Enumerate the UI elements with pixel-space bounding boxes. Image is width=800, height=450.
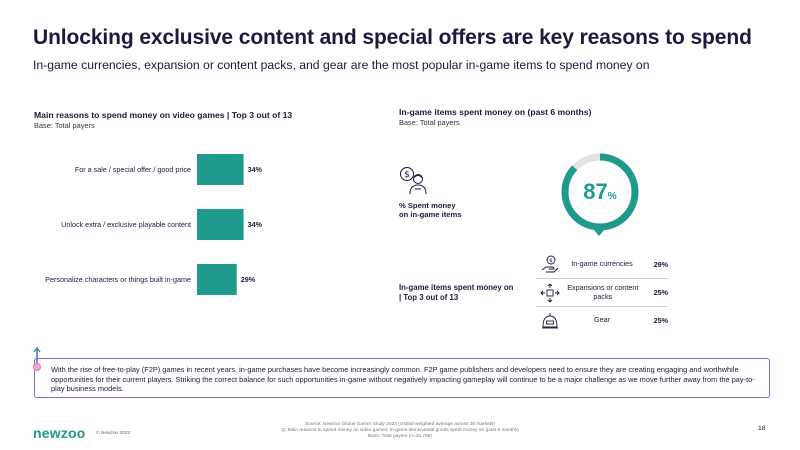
item-row: Expansions or content packs 25% xyxy=(536,278,668,306)
bar-chart-base: Base: Total payers xyxy=(34,121,95,130)
svg-text:$: $ xyxy=(404,170,410,180)
items-label-line1: In-game items spent money on xyxy=(399,283,514,292)
item-name: Expansions or content packs xyxy=(567,283,639,301)
item-value: 25% xyxy=(653,316,668,325)
spent-label-line2: on in-game items xyxy=(399,210,462,219)
spent-donut: 87% xyxy=(558,150,642,234)
donut-value: 87% xyxy=(558,150,642,234)
item-row: Gear 25% xyxy=(536,306,668,334)
items-table: $ In-game currencies 29% Expansions or c… xyxy=(536,250,668,334)
donut-arc xyxy=(561,153,639,231)
down-arrow-icon xyxy=(594,230,604,236)
bar xyxy=(197,154,244,185)
source-line: Base: Total payers (n=32,796) xyxy=(367,434,433,440)
bar-category-label: Personalize characters or things built i… xyxy=(45,275,191,284)
item-name: In-game currencies xyxy=(571,258,633,268)
bar-category-label: For a sale / special offer / good price xyxy=(75,165,191,174)
item-row: $ In-game currencies 29% xyxy=(536,250,668,278)
items-chart-title: In-game items spent money on (past 6 mon… xyxy=(399,107,592,117)
insight-text: With the rise of free-to-play (F2P) game… xyxy=(51,365,755,394)
page-number: 18 xyxy=(758,425,766,432)
items-list-label: In-game items spent money on | Top 3 out… xyxy=(399,283,513,302)
bar-value-label: 34% xyxy=(248,165,263,174)
spent-label-line1: % Spent money xyxy=(399,201,456,210)
coin-hand-icon: $ xyxy=(541,255,559,273)
bar-value-label: 34% xyxy=(248,220,263,229)
bar-chart-title: Main reasons to spend money on video gam… xyxy=(34,110,293,120)
bar-value-label: 29% xyxy=(241,275,256,284)
bar xyxy=(197,264,237,295)
spent-money-label: % Spent money on in-game items xyxy=(399,201,461,219)
items-chart-base: Base: Total payers xyxy=(399,118,460,127)
expansion-pack-icon xyxy=(540,282,560,303)
item-name: Gear xyxy=(594,315,610,325)
newzoo-logo: newzoo xyxy=(33,425,86,441)
item-value: 29% xyxy=(653,259,668,269)
source-line: Source: Newzoo Global Gamer Study 2023 (… xyxy=(304,422,496,427)
items-label-line2: | Top 3 out of 13 xyxy=(399,292,459,302)
bar xyxy=(197,209,244,240)
gamer-spending-icon: $ xyxy=(400,167,427,195)
donut-number: 87 xyxy=(583,179,608,204)
donut-unit: % xyxy=(607,190,617,202)
source-note: Source: Newzoo Global Gamer Study 2023 (… xyxy=(230,422,570,441)
copyright-text: © Newzoo 2023 xyxy=(96,431,131,436)
item-value: 25% xyxy=(653,288,668,297)
page-subtitle: In-game currencies, expansion or content… xyxy=(33,58,650,72)
source-line: Q: Main reasons to spend money on video … xyxy=(281,428,519,434)
page-title: Unlocking exclusive content and special … xyxy=(33,26,752,49)
lightbulb-icon xyxy=(33,346,41,371)
bar-category-label: Unlock extra / exclusive playable conten… xyxy=(61,220,191,229)
svg-text:$: $ xyxy=(549,258,553,264)
insight-box: With the rise of free-to-play (F2P) game… xyxy=(34,358,770,398)
bar-chart: For a sale / special offer / good price 3… xyxy=(45,154,263,295)
gear-helmet-icon xyxy=(542,312,558,328)
